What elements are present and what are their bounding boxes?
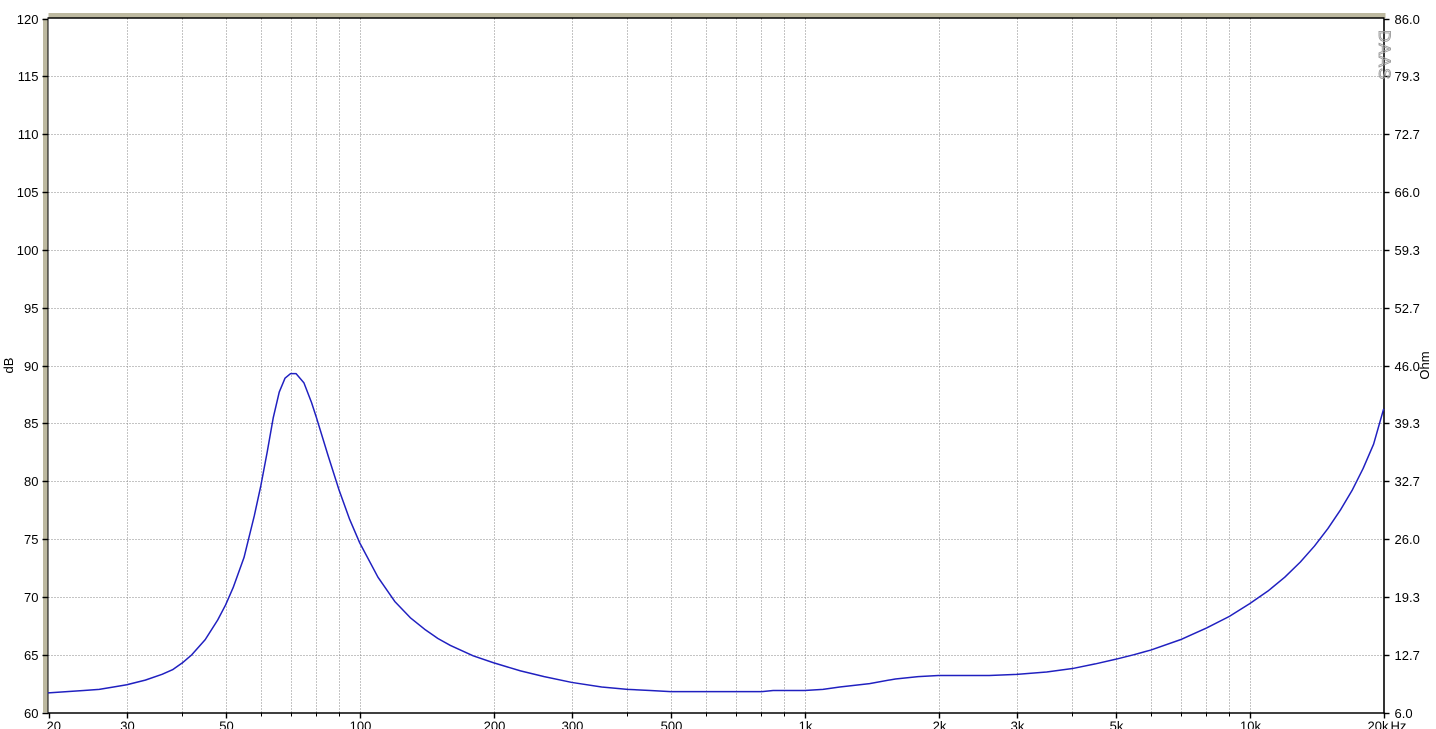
y-tick-label-right: 66.0 — [1395, 185, 1420, 200]
y-axis-left-labels: 120 115 110 105 100 95 90 85 80 75 70 65 60 — [17, 12, 39, 721]
y-tick-label-right: 26.0 — [1395, 532, 1420, 547]
y-tick-label-left: 115 — [18, 69, 39, 84]
daas-watermark: DAAS — [1375, 30, 1395, 81]
x-tick-label: 300 — [562, 719, 584, 729]
y-tick-label-left: 120 — [17, 12, 39, 27]
y-tick-label-right: 59.3 — [1395, 243, 1420, 258]
y-tick-label-right: 12.7 — [1395, 648, 1420, 663]
y-tick-label-right: 19.3 — [1395, 590, 1420, 605]
y-tick-label-left: 60 — [24, 706, 38, 721]
y-axis-right-labels: 86.0 79.3 72.7 66.0 59.3 52.7 46.0 39.3 32.7 26.0… — [1395, 12, 1420, 721]
y-axis-right-title: Ohm — [1417, 351, 1432, 379]
y-tick-label-left: 75 — [24, 532, 38, 547]
x-tick-label: 5k — [1110, 719, 1124, 729]
y-tick-label-left: 80 — [24, 474, 38, 489]
plot-background — [48, 18, 1384, 713]
x-tick-label: 3k — [1011, 719, 1025, 729]
x-tick-label: 30 — [120, 719, 134, 729]
y-axis-left-ticks — [42, 18, 49, 715]
x-axis-ticks — [48, 712, 1386, 719]
y-tick-label-left: 65 — [24, 648, 38, 663]
x-tick-label: 50 — [219, 719, 233, 729]
y-tick-label-right: 6.0 — [1395, 706, 1413, 721]
x-tick-label: 200 — [484, 719, 506, 729]
series-line-impedance — [47, 372, 1385, 694]
y-tick-label-left: 85 — [24, 416, 38, 431]
x-tick-label: 10k — [1240, 719, 1261, 729]
grid-lines-horizontal — [48, 76, 1384, 656]
axis-titles: dB Ohm — [1, 351, 1432, 379]
y-tick-label-right: 32.7 — [1395, 474, 1420, 489]
y-axis-left-title: dB — [1, 358, 16, 374]
x-tick-label: 1k — [799, 719, 813, 729]
x-tick-label: 20k — [1368, 719, 1389, 729]
y-tick-label-left: 70 — [24, 590, 38, 605]
y-tick-label-left: 90 — [24, 359, 38, 374]
y-tick-label-left: 100 — [17, 243, 39, 258]
y-tick-label-left: 110 — [18, 127, 39, 142]
y-tick-label-right: 46.0 — [1395, 359, 1420, 374]
x-tick-label: 500 — [661, 719, 683, 729]
x-tick-label: 2k — [933, 719, 947, 729]
y-tick-label-right: 72.7 — [1395, 127, 1420, 142]
x-tick-label: 20 — [47, 719, 61, 729]
y-tick-label-right: 39.3 — [1395, 416, 1420, 431]
y-axis-right-ticks — [1383, 18, 1390, 715]
watermark-label: DAAS — [1375, 30, 1394, 80]
x-tick-label: 100 — [350, 719, 372, 729]
x-axis-unit-label: Hz — [1391, 719, 1407, 729]
x-axis-labels: 20 30 50 100 200 300 500 1k 2k 3k 5k 10k 20k Hz — [47, 719, 1407, 729]
y-tick-label-right: 79.3 — [1395, 69, 1420, 84]
data-series — [47, 372, 1385, 694]
y-tick-label-left: 95 — [24, 301, 38, 316]
y-tick-label-right: 52.7 — [1395, 301, 1420, 316]
y-tick-label-right: 86.0 — [1395, 12, 1420, 27]
y-tick-label-left: 105 — [17, 185, 39, 200]
